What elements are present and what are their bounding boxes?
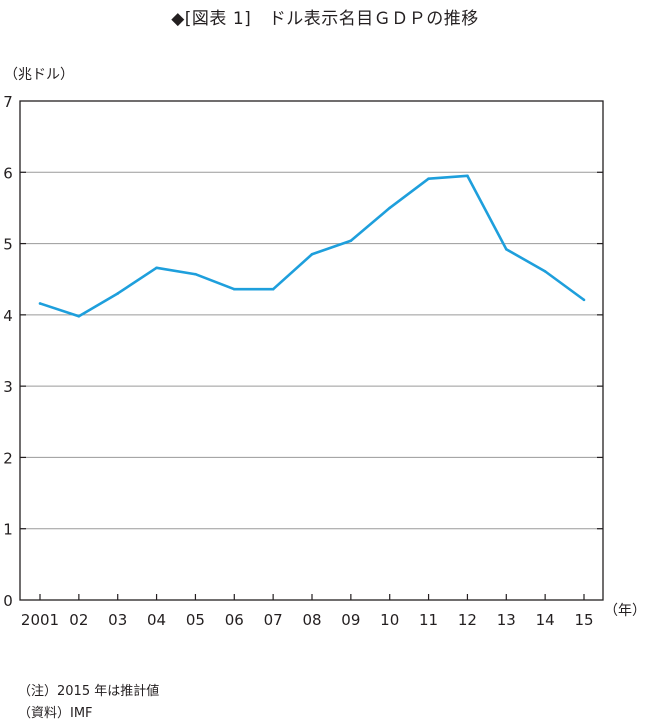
x-tick-label-08: 08 [302, 611, 321, 629]
x-tick-label-05: 05 [186, 611, 205, 629]
data-point-03 [116, 292, 120, 295]
data-point-10 [388, 206, 392, 210]
x-tick-label-2001: 2001 [21, 611, 59, 629]
note-source: （資料）IMF [18, 706, 93, 721]
data-point-04 [155, 266, 158, 270]
data-point-15 [582, 298, 586, 302]
x-tick-label-14: 14 [536, 611, 555, 629]
data-point-14 [543, 270, 547, 273]
y-tick-label-7: 7 [3, 93, 13, 111]
y-tick-label-4: 4 [3, 307, 13, 325]
y-tick-label-1: 1 [3, 521, 13, 539]
y-tick-label-5: 5 [3, 236, 13, 254]
x-tick-label-03: 03 [108, 611, 127, 629]
note-estimate: （注）2015 年は推計値 [18, 684, 160, 699]
data-point-05 [194, 272, 197, 276]
x-tick-label-15: 15 [574, 611, 593, 629]
data-point-13 [504, 247, 508, 251]
x-axis-unit: （年） [604, 603, 646, 619]
data-point-07 [271, 287, 275, 291]
y-tick-label-6: 6 [3, 164, 13, 182]
y-tick-label-0: 0 [3, 592, 13, 610]
x-tick-label-10: 10 [380, 611, 399, 629]
y-tick-label-2: 2 [3, 449, 13, 467]
x-tick-label-04: 04 [147, 611, 166, 629]
data-point-11 [427, 177, 430, 181]
x-tick-label-09: 09 [341, 611, 360, 629]
series-line-0 [39, 174, 585, 318]
x-tick-label-02: 02 [69, 611, 88, 629]
x-tick-label-07: 07 [264, 611, 283, 629]
data-point-08 [310, 252, 314, 256]
x-tick-label-12: 12 [458, 611, 477, 629]
x-tick-label-13: 13 [497, 611, 516, 629]
data-point-02 [77, 314, 81, 318]
x-tick-label-11: 11 [419, 611, 438, 629]
data-point-12 [466, 174, 469, 178]
data-point-2001 [38, 302, 42, 305]
chart-title: ◆[図表 1] ドル表示名目ＧＤＰの推移 [171, 9, 479, 29]
data-point-06 [232, 287, 236, 291]
plot-frame [19, 100, 604, 601]
y-tick-label-3: 3 [3, 378, 13, 396]
y-axis-label: （兆ドル） [4, 67, 74, 83]
data-point-09 [349, 239, 353, 243]
x-tick-label-06: 06 [225, 611, 244, 629]
